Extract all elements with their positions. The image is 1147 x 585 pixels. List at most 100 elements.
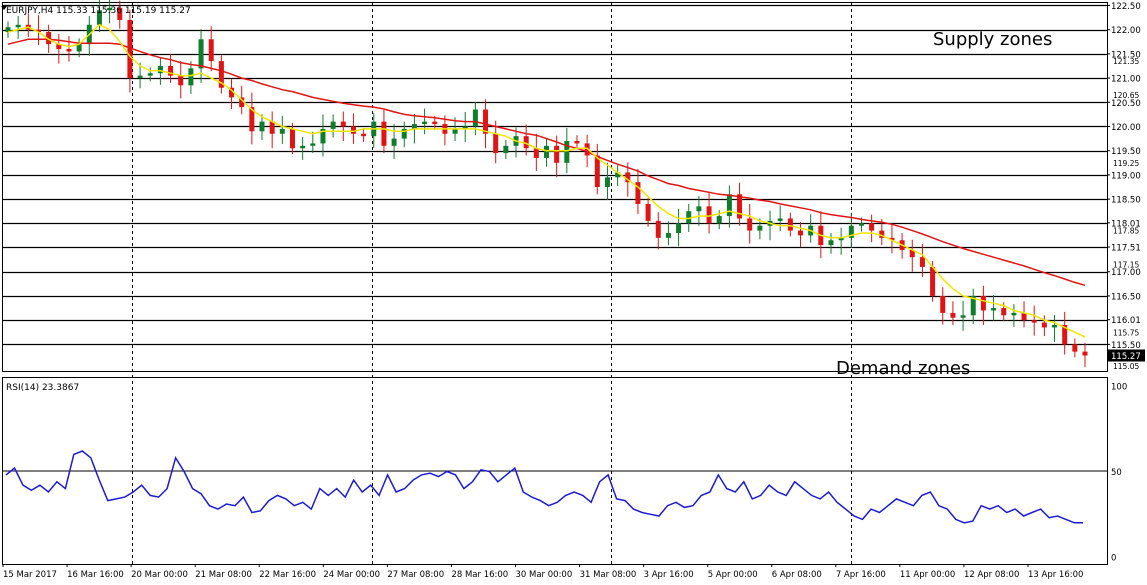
- price-tick-label: 119.00: [1111, 171, 1141, 181]
- candle: [747, 203, 753, 244]
- candlestick-series: [5, 0, 1088, 368]
- candle: [279, 115, 285, 144]
- svg-text:115.27: 115.27: [1111, 352, 1141, 362]
- rsi-axis: 100 50 0: [1111, 383, 1127, 564]
- candle: [1041, 315, 1047, 337]
- time-tick-label: 22 Mar 16:00: [259, 570, 316, 580]
- candle: [635, 169, 641, 215]
- time-tick-label: 16 Mar 16:00: [67, 570, 124, 580]
- candle: [330, 114, 336, 138]
- candle: [960, 300, 966, 331]
- price-minor-tick-label: 115.05: [1113, 362, 1139, 371]
- time-tick-label: 7 Apr 16:00: [836, 570, 886, 580]
- price-minor-tick-label: 115.75: [1113, 328, 1139, 337]
- candle: [645, 198, 651, 227]
- price-minor-tick-label: 121.35: [1113, 57, 1139, 66]
- candle: [919, 244, 925, 278]
- main-pane-border: [2, 2, 1108, 372]
- candle: [980, 285, 986, 325]
- candle: [259, 114, 265, 141]
- candle: [117, 0, 123, 29]
- candle: [269, 111, 275, 149]
- candle: [229, 79, 235, 110]
- candle: [310, 131, 316, 154]
- candle: [615, 165, 621, 187]
- candle: [544, 138, 549, 167]
- candle: [350, 113, 356, 144]
- price-tick-label: 118.50: [1111, 196, 1141, 206]
- candle: [787, 212, 793, 237]
- time-tick-label: 13 Apr 16:00: [1028, 570, 1083, 580]
- candle: [208, 26, 214, 72]
- price-tick-label: 121.00: [1111, 75, 1141, 85]
- candle: [991, 294, 997, 321]
- candle: [391, 124, 397, 159]
- candle: [361, 127, 367, 142]
- candle: [909, 239, 915, 272]
- candle: [848, 212, 854, 249]
- candle: [218, 55, 224, 94]
- candle: [1072, 338, 1078, 358]
- candle: [726, 185, 732, 228]
- candle: [66, 35, 72, 62]
- price-minor-tick-label: 119.25: [1113, 159, 1139, 168]
- candle: [798, 221, 804, 248]
- candle: [15, 16, 21, 39]
- rsi-label: RSI(14) 23.3867: [6, 383, 79, 393]
- candle: [300, 137, 306, 160]
- price-minor-tick-label: 120.65: [1113, 91, 1139, 100]
- candle: [401, 121, 407, 148]
- time-tick-label: 31 Mar 08:00: [580, 570, 637, 580]
- chart-header: EURJPY,H4 115.33 115.36 115.19 115.27: [6, 6, 191, 16]
- candle: [594, 143, 600, 195]
- price-tick-label: 120.50: [1111, 99, 1141, 109]
- candle: [178, 61, 184, 99]
- rsi-pane-border: [2, 377, 1108, 565]
- candle: [970, 288, 976, 325]
- candle: [1011, 304, 1017, 327]
- candle: [604, 162, 610, 201]
- candle: [737, 182, 743, 226]
- time-tick-label: 11 Apr 00:00: [900, 570, 955, 580]
- demand-zones-label: Demand zones: [836, 358, 970, 379]
- price-tick-label: 122.00: [1111, 26, 1141, 36]
- price-tick-label: 117.00: [1111, 268, 1141, 278]
- header-triangle-icon: [1, 6, 7, 10]
- candle: [838, 227, 844, 255]
- time-tick-label: 5 Apr 00:00: [708, 570, 758, 580]
- candle: [503, 140, 509, 159]
- rsi-tick-label: 0: [1111, 554, 1116, 564]
- time-tick-label: 24 Mar 00:00: [323, 570, 380, 580]
- slow-ma-line: [7, 38, 1086, 287]
- current-price-badge: 115.27: [1108, 349, 1145, 362]
- price-level-lines: [3, 4, 1107, 346]
- candle: [96, 0, 102, 33]
- candle: [665, 221, 671, 246]
- candle: [777, 205, 783, 232]
- candle: [188, 61, 194, 95]
- price-tick-label: 117.51: [1111, 244, 1141, 254]
- time-tick-label: 12 Apr 08:00: [964, 570, 1019, 580]
- time-tick-label: 21 Mar 08:00: [195, 570, 252, 580]
- price-minor-tick-label: 117.85: [1113, 227, 1139, 236]
- candle: [127, 9, 133, 93]
- price-minor-tick-label: 117.15: [1113, 260, 1139, 269]
- price-tick-label: 118.01: [1111, 219, 1141, 229]
- candle: [869, 214, 875, 243]
- time-tick-label: 28 Mar 16:00: [451, 570, 508, 580]
- candle: [940, 287, 946, 325]
- rsi-tick-label: 100: [1111, 383, 1127, 393]
- candle: [1062, 311, 1068, 355]
- candle: [107, 0, 113, 24]
- time-tick-label: 15 Mar 2017: [3, 570, 57, 580]
- time-tick-label: 27 Mar 08:00: [387, 570, 444, 580]
- candle: [655, 212, 661, 250]
- time-axis: 15 Mar 2017 16 Mar 16:00 20 Mar 00:00 21 Ma…: [2, 564, 1083, 580]
- candle: [137, 62, 143, 89]
- candle: [35, 15, 41, 46]
- candle: [249, 92, 255, 145]
- price-tick-label: 116.50: [1111, 292, 1141, 302]
- candle: [696, 196, 702, 226]
- price-tick-label: 120.00: [1111, 123, 1141, 133]
